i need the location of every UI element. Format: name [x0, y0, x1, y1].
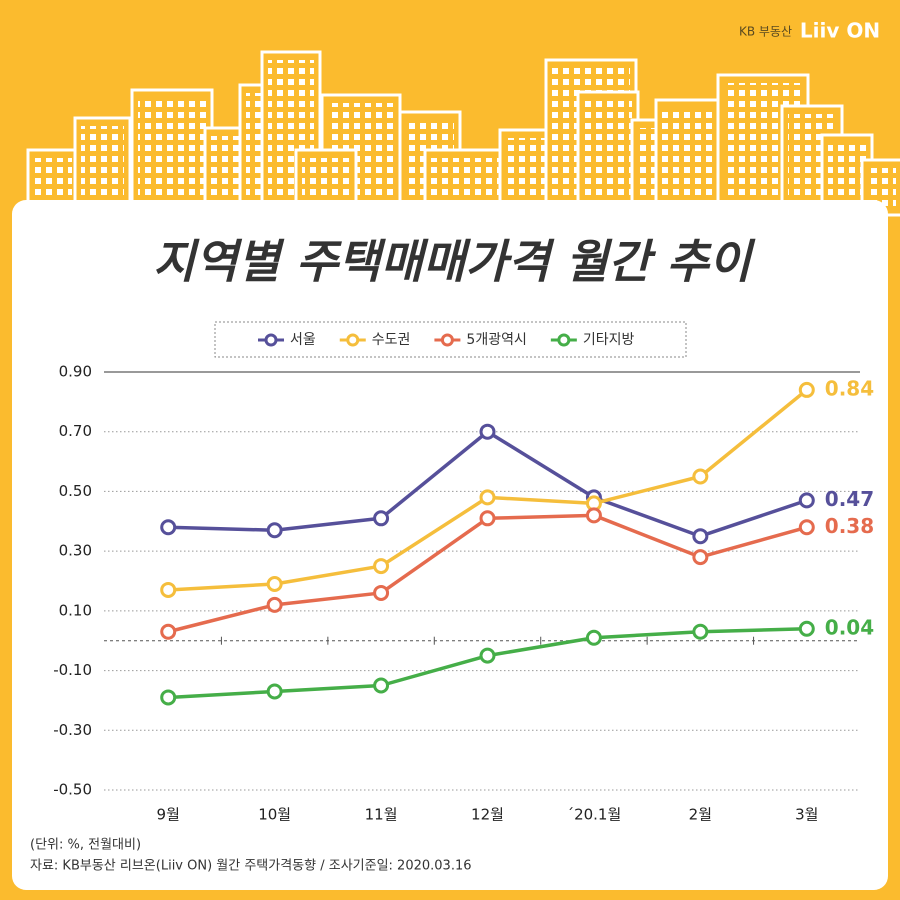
chart-title: 지역별 주택매매가격 월간 추이 [153, 235, 756, 289]
point [373, 558, 390, 575]
legend-marker [346, 333, 360, 347]
point [160, 689, 177, 706]
x-tick-label: 10월 [258, 806, 291, 824]
point [160, 581, 177, 598]
x-tick-label: 9월 [157, 806, 180, 824]
point [585, 629, 602, 646]
point [373, 677, 390, 694]
building-windows [431, 158, 499, 208]
value-label: 0.84 [825, 376, 874, 400]
point [266, 522, 283, 539]
legend-label: 기타지방 [583, 332, 635, 348]
point [160, 519, 177, 536]
point [266, 683, 283, 700]
point [798, 519, 815, 536]
point [479, 510, 496, 527]
building-windows [211, 136, 239, 208]
legend-marker [557, 333, 571, 347]
point [692, 623, 709, 640]
x-tick-label: 12월 [471, 806, 504, 824]
point [160, 623, 177, 640]
source: 자료: KB부동산 리브온(Liiv ON) 월간 주택가격동향 / 조사기준일… [30, 859, 472, 874]
point [266, 575, 283, 592]
x-tick-label: 2월 [689, 806, 712, 824]
building-windows [302, 158, 350, 208]
y-tick-label: 0.30 [59, 542, 92, 560]
skyline [26, 50, 900, 217]
building-windows [584, 100, 632, 208]
y-tick-label: 0.10 [59, 601, 92, 619]
point [266, 596, 283, 613]
building-windows [828, 143, 866, 208]
y-tick-label: 0.70 [59, 422, 92, 440]
y-tick-label: -0.10 [53, 661, 92, 679]
point [479, 647, 496, 664]
logo: Liiv ON [800, 19, 880, 43]
legend-label: 서울 [290, 332, 316, 348]
y-tick-label: -0.30 [53, 721, 92, 739]
unit-note: (단위: %, 전월대비) [30, 838, 141, 853]
point [692, 468, 709, 485]
x-tick-label: 11월 [365, 806, 398, 824]
building-windows [81, 126, 124, 208]
value-label: 0.04 [825, 615, 874, 639]
point [692, 549, 709, 566]
legend-label: 수도권 [372, 332, 411, 348]
point [798, 381, 815, 398]
x-tick-label: ´20.1월 [567, 806, 622, 824]
point [585, 507, 602, 524]
x-tick-label: 3월 [795, 806, 818, 824]
point [479, 489, 496, 506]
point [373, 584, 390, 601]
legend-marker [264, 333, 278, 347]
building-windows [34, 158, 72, 208]
point [373, 510, 390, 527]
point [798, 620, 815, 637]
brand: KB 부동산 [739, 25, 792, 39]
point [479, 423, 496, 440]
building-windows [138, 98, 206, 208]
value-label: 0.38 [825, 514, 874, 538]
point [798, 492, 815, 509]
legend-box [214, 321, 687, 358]
y-tick-label: 0.50 [59, 482, 92, 500]
y-tick-label: -0.50 [53, 781, 92, 799]
y-tick-label: 0.90 [59, 363, 92, 381]
point [692, 528, 709, 545]
legend-label: 5개광역시 [466, 332, 526, 348]
legend-marker [440, 333, 454, 347]
value-label: 0.47 [825, 487, 874, 511]
